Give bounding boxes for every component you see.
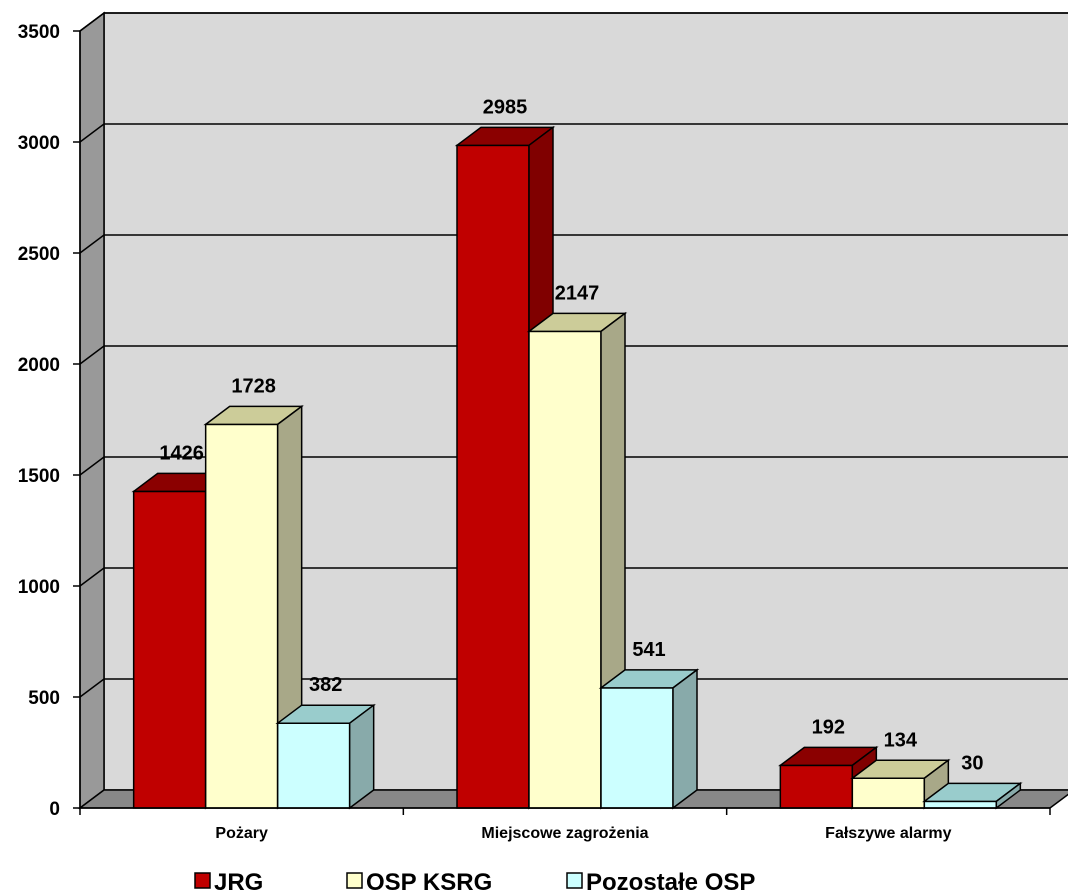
bar-side — [348, 703, 375, 810]
x-axis: Pożary Miejscowe zagrożenia Fałszywe alarm… — [79, 31, 1051, 842]
bar-front — [779, 764, 854, 809]
gridline — [79, 234, 1068, 254]
y-tick-label: 2500 — [18, 244, 60, 265]
legend-item-osp-ksrg: OSP KSRG — [346, 869, 492, 895]
bar-front — [132, 490, 207, 809]
data-label-jrg-miejscowe-zagrozenia: 2985 — [483, 96, 528, 118]
legend-swatch — [194, 872, 211, 889]
category-label-pozary: Pożary — [215, 825, 268, 842]
y-tick-label: 2000 — [18, 355, 60, 376]
data-label-osp-ksrg-falszywe-alarmy: 134 — [884, 729, 918, 751]
bar-front — [276, 722, 351, 809]
bar-front — [204, 423, 279, 809]
bar-front — [851, 777, 926, 809]
bar-side — [672, 668, 698, 810]
bar-front — [456, 144, 530, 809]
gridline — [79, 345, 1068, 365]
bar-pozostale-osp-miejscowe-zagrozenia — [598, 668, 700, 810]
gridline — [79, 567, 1068, 587]
data-label-osp-ksrg-miejscowe-zagrozenia: 2147 — [555, 282, 600, 304]
legend-item-pozostale-osp: Pozostałe OSP — [566, 869, 755, 895]
legend-label: JRG — [214, 869, 263, 895]
data-label-jrg-pozary: 1426 — [159, 442, 204, 464]
legend: JRG OSP KSRG Pozostałe OSP — [194, 869, 755, 895]
legend-item-jrg: JRG — [194, 869, 263, 895]
y-axis-ticks: 0 500 1000 1500 2000 2500 3000 3500 — [18, 22, 80, 820]
y-tick-label: 3500 — [18, 22, 60, 43]
bar-front — [528, 330, 602, 809]
legend-label: OSP KSRG — [366, 869, 492, 895]
bar-front — [600, 687, 674, 809]
bar-pozostale-osp-pozary — [275, 703, 376, 810]
gridline — [79, 123, 1068, 143]
bars — [131, 125, 1023, 810]
y-tick-label: 0 — [49, 799, 60, 820]
y-tick-label: 1000 — [18, 577, 60, 598]
data-label-pozostale-osp-falszywe-alarmy: 30 — [961, 752, 983, 774]
legend-label: Pozostałe OSP — [586, 869, 755, 895]
gridline — [79, 456, 1068, 476]
category-label-miejscowe-zagrozenia: Miejscowe zagrożenia — [481, 825, 648, 842]
gridlines — [79, 12, 1068, 698]
data-label-jrg-falszywe-alarmy: 192 — [812, 716, 845, 738]
data-label-pozostale-osp-miejscowe-zagrozenia: 541 — [632, 639, 665, 661]
data-label-pozostale-osp-pozary: 382 — [309, 674, 342, 696]
bar-osp-ksrg-pozary — [203, 404, 304, 810]
category-label-falszywe-alarmy: Fałszywe alarmy — [825, 825, 951, 842]
y-tick-label: 3000 — [18, 133, 60, 154]
gridline — [79, 678, 1068, 698]
bar-side — [995, 781, 1022, 810]
bar-front — [923, 800, 998, 809]
data-label-osp-ksrg-pozary: 1728 — [231, 375, 276, 397]
y-tick-label: 1500 — [18, 466, 60, 487]
legend-swatch — [566, 872, 583, 889]
y-tick-label: 500 — [28, 688, 60, 709]
legend-swatch — [346, 872, 363, 889]
data-labels: 1426 1728 382 2985 2147 541 192 134 30 — [159, 96, 983, 774]
gridline — [79, 12, 1068, 32]
